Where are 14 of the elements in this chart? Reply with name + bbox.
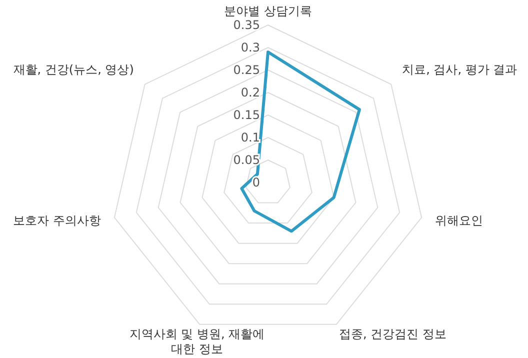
spoke-label: 위해요인 (435, 214, 484, 228)
y-tick-label: 0 (252, 176, 260, 190)
y-tick-label: 0.25 (233, 63, 260, 77)
spoke-label: 접종, 건강검진 정보 (338, 326, 446, 341)
y-tick-label: 0.35 (233, 18, 260, 32)
spoke-label: 보호자 주의사항 (12, 214, 101, 228)
spoke-label: 재활, 건강(뉴스, 영상) (13, 62, 134, 77)
y-tick-label: 0.3 (240, 40, 260, 54)
y-tick-label: 0.15 (233, 108, 260, 122)
spoke-label: 지역사회 및 병원, 재활에 대한 정보 (129, 326, 265, 356)
spoke-label: 분야별 상담기록 (224, 4, 312, 18)
spoke-label: 치료, 검사, 평가 결과 (402, 62, 518, 77)
y-tick-label: 0.2 (240, 86, 260, 100)
y-tick-label: 0.1 (240, 130, 260, 144)
